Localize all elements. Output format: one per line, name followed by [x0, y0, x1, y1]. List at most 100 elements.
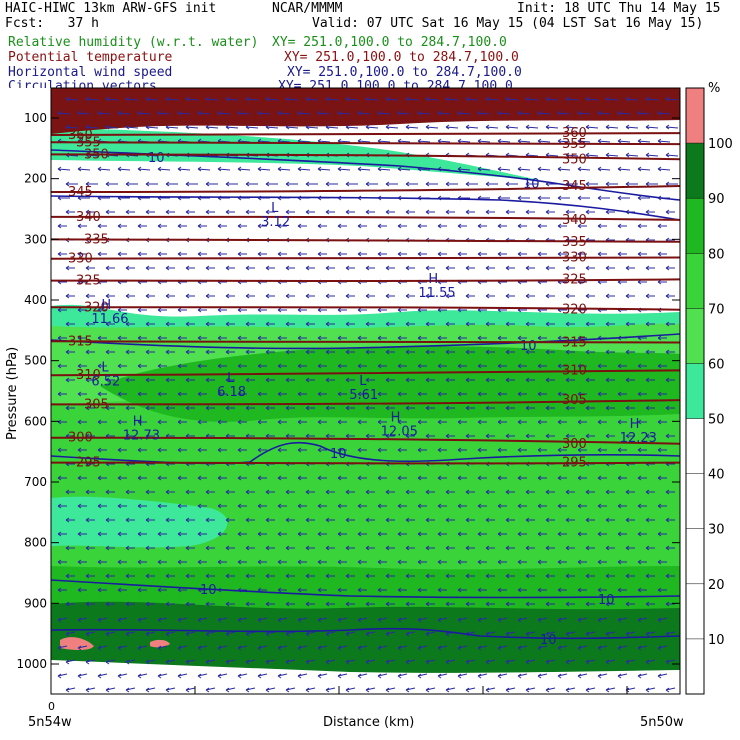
wind-vector	[85, 517, 95, 523]
wind-vector	[217, 391, 227, 397]
wind-vector	[225, 631, 236, 637]
wind-vector	[505, 601, 515, 607]
wind-vector	[125, 517, 135, 523]
wind-vector	[245, 687, 256, 693]
wind-vector	[477, 419, 487, 425]
wind-vector	[585, 293, 595, 299]
wind-vector	[337, 447, 347, 453]
wind-vector	[477, 447, 487, 453]
wind-vector	[77, 335, 87, 341]
wind-vector	[137, 503, 147, 509]
wind-vector	[57, 587, 67, 593]
wind-vector	[185, 545, 195, 551]
x-axis-label: Distance (km)	[323, 715, 414, 730]
wind-vector	[185, 293, 195, 299]
wind-vector	[625, 659, 636, 665]
wind-vector	[225, 321, 235, 327]
wind-vector	[265, 349, 275, 355]
theta-label-right: 305	[562, 393, 587, 408]
wind-vector	[417, 251, 427, 257]
wind-vector	[505, 209, 515, 215]
theta-label-right: 325	[562, 272, 587, 287]
wind-vector	[585, 489, 595, 495]
wind-vector	[325, 181, 338, 187]
wind-vector	[325, 573, 335, 579]
wind-vector	[385, 124, 399, 130]
wind-vector	[325, 489, 335, 495]
wind-vector	[645, 321, 655, 327]
wind-vector	[585, 377, 595, 383]
wind-vector	[525, 659, 536, 665]
wind-vector	[625, 489, 635, 495]
wind-vector	[65, 181, 78, 187]
wind-contour-label: 10	[598, 593, 615, 608]
wind-vector	[525, 405, 535, 411]
wind-vector	[517, 531, 527, 537]
theta-label-right: 355	[562, 137, 587, 152]
wind-vector	[305, 573, 315, 579]
wind-vector	[165, 631, 176, 637]
wind-vector	[185, 631, 196, 637]
wind-vector	[505, 659, 516, 665]
wind-vector	[197, 559, 207, 565]
wind-vector	[205, 209, 215, 215]
wind-vector	[425, 573, 435, 579]
wind-vector	[245, 349, 255, 355]
wind-vector	[457, 391, 467, 397]
wind-vector	[85, 321, 95, 327]
wind-vector	[565, 545, 575, 551]
wind-vector	[125, 489, 135, 495]
wind-vector	[505, 545, 515, 551]
wind-vector	[357, 645, 368, 651]
wind-vector	[417, 587, 427, 593]
wind-vector	[157, 223, 167, 229]
wind-vector	[585, 181, 598, 187]
wind-vector	[325, 517, 335, 523]
wind-vector	[505, 489, 515, 495]
y-axis: 100 200 300 400 500 600 700 800 900 1000	[16, 111, 680, 671]
wind-vector	[625, 265, 635, 271]
wind-vector	[497, 447, 507, 453]
wind-vector	[297, 559, 307, 565]
wind-vector	[465, 433, 475, 439]
wind-vector	[357, 447, 367, 453]
wind-vector	[297, 531, 307, 537]
wind-vector	[477, 645, 488, 651]
wind-vector	[585, 152, 599, 158]
wind-vector	[465, 377, 475, 383]
wind-vector	[617, 166, 631, 172]
wind-vector	[205, 545, 215, 551]
wind-speed-contour	[51, 195, 680, 221]
wind-vector	[477, 363, 487, 369]
field-theta-name: Potential temperature	[8, 50, 173, 65]
wind-vector	[417, 617, 428, 623]
wind-vector	[77, 531, 87, 537]
wind-vector	[665, 209, 675, 215]
wind-vector	[265, 545, 275, 551]
wind-vector	[637, 195, 650, 201]
wind-vector	[605, 349, 615, 355]
wind-vector	[237, 110, 251, 116]
wind-vector	[185, 573, 195, 579]
colorbar-tick-label: 80	[708, 247, 725, 262]
wind-vector	[445, 181, 458, 187]
wind-vector	[625, 124, 639, 130]
wind-vector	[617, 363, 627, 369]
wind-vector	[245, 545, 255, 551]
wind-vector	[285, 517, 295, 523]
wind-vector	[625, 293, 635, 299]
wind-vector	[57, 223, 67, 229]
wind-vector	[77, 673, 88, 679]
wind-vector	[477, 166, 491, 172]
wind-vector	[225, 517, 235, 523]
colorbar-tick-label: 30	[708, 523, 725, 538]
wind-vector	[497, 531, 507, 537]
wind-vector	[517, 251, 527, 257]
wind-vector	[417, 110, 431, 116]
extremum-marker: L	[101, 361, 109, 376]
wind-vector	[437, 673, 448, 679]
wind-vector	[665, 687, 676, 693]
wind-vector	[665, 265, 675, 271]
wind-vector	[497, 587, 507, 593]
